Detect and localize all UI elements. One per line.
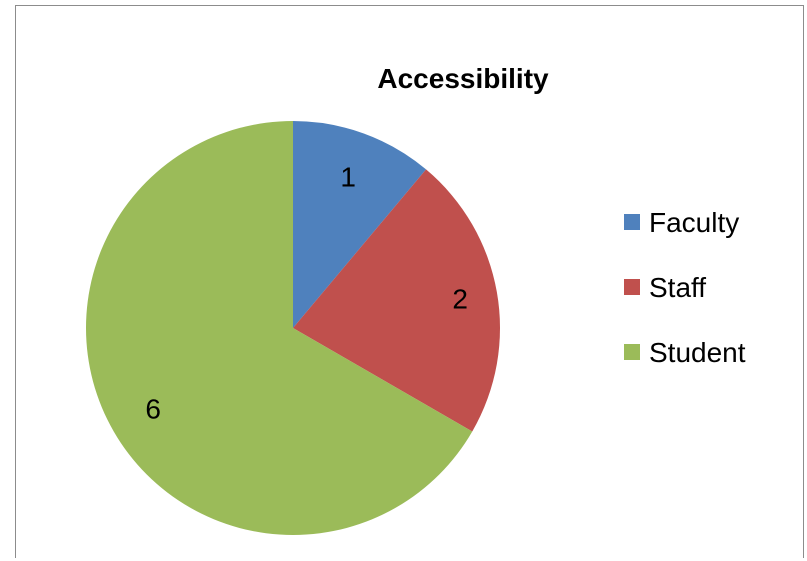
- chart-title: Accessibility: [377, 63, 549, 94]
- legend-label-faculty: Faculty: [649, 207, 739, 238]
- legend-label-staff: Staff: [649, 272, 706, 303]
- legend: Faculty Staff Student: [624, 207, 746, 368]
- pie-slice-faculty: [293, 121, 427, 328]
- legend-label-student: Student: [649, 337, 746, 368]
- data-label-faculty: 1: [340, 161, 356, 192]
- legend-swatch-student: [624, 344, 640, 360]
- data-label-student: 6: [145, 394, 161, 425]
- data-label-staff: 2: [452, 284, 468, 315]
- pie-slices: [86, 121, 500, 535]
- pie-slice-student: [86, 121, 473, 535]
- legend-swatch-faculty: [624, 214, 640, 230]
- pie-slice-staff: [293, 169, 500, 432]
- legend-swatch-staff: [624, 279, 640, 295]
- data-labels: 1 2 6: [145, 161, 468, 424]
